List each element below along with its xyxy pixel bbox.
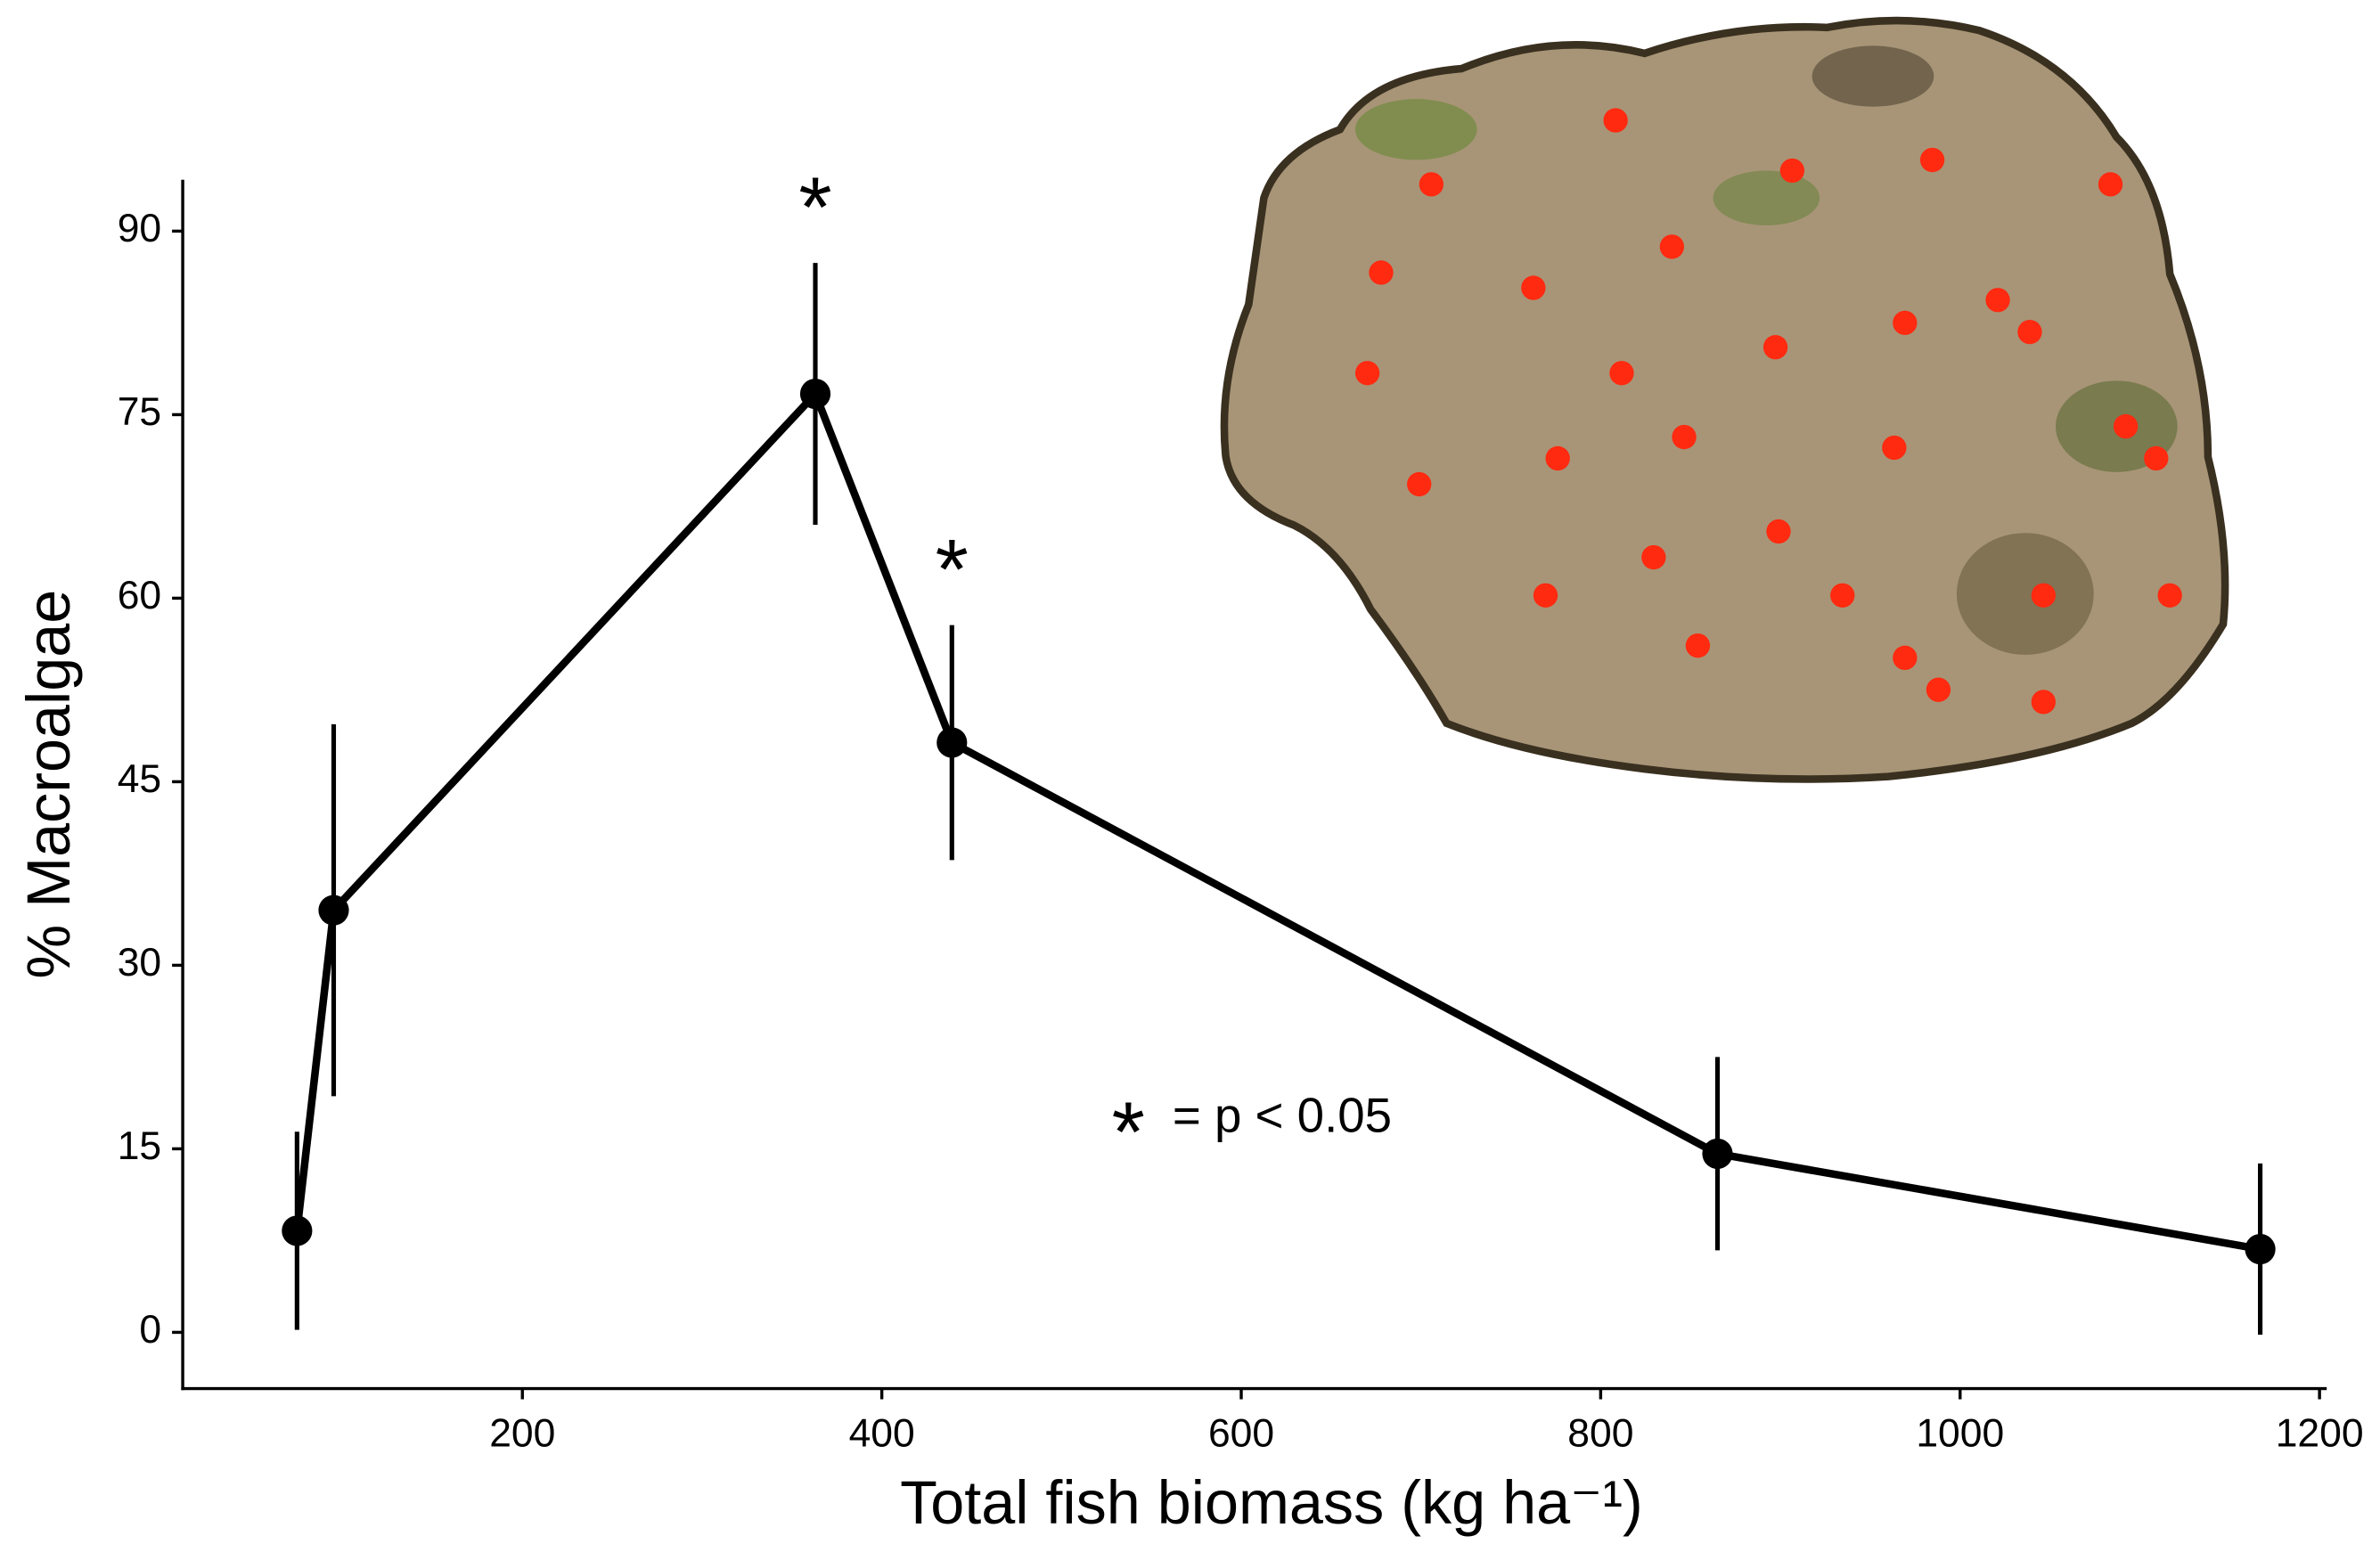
y-tick-label: 75 — [118, 390, 161, 434]
x-tick-label: 1000 — [1916, 1411, 2004, 1455]
significance-marker: * — [936, 522, 969, 617]
data-point — [2245, 1233, 2276, 1265]
y-tick-label: 30 — [118, 941, 161, 984]
x-tick-label: 800 — [1567, 1411, 1633, 1455]
y-axis-title: % Macroalgae — [15, 590, 83, 979]
significance-marker: * — [798, 160, 831, 256]
data-line — [293, 389, 2261, 1254]
legend-label: = p < 0.05 — [1173, 1088, 1392, 1143]
data-point — [318, 895, 349, 926]
x-tick-label: 400 — [849, 1411, 915, 1455]
data-point — [1702, 1138, 1733, 1170]
data-point — [799, 378, 831, 410]
data-point — [282, 1215, 313, 1246]
y-tick-label: 90 — [118, 207, 161, 250]
y-tick-label: 45 — [118, 757, 161, 801]
y-tick-label: 15 — [118, 1124, 161, 1168]
y-tick-label: 0 — [139, 1308, 161, 1352]
x-axis-title: Total fish biomass (kg ha⁻¹) — [900, 1469, 1643, 1537]
x-tick-label: 200 — [489, 1411, 555, 1455]
x-tick-label: 600 — [1208, 1411, 1274, 1455]
data-point — [936, 727, 968, 758]
photo-inset — [1220, 16, 2229, 783]
y-tick-label: 60 — [118, 574, 161, 617]
legend-marker: * — [1112, 1085, 1145, 1180]
x-tick-label: 1200 — [2276, 1411, 2364, 1455]
